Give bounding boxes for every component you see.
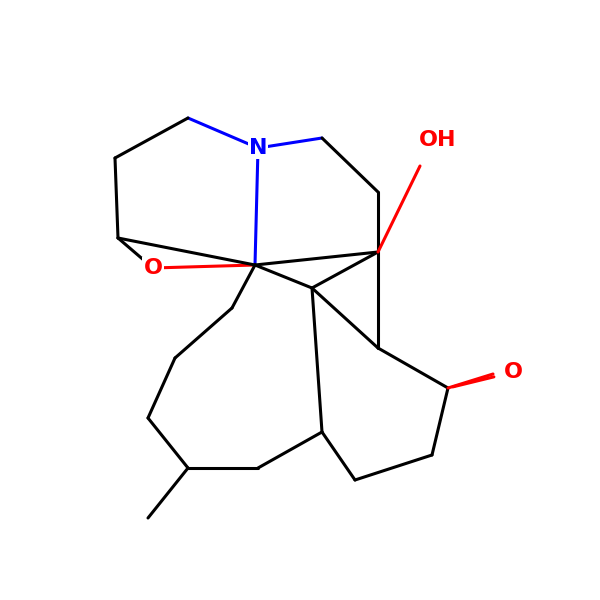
Text: O: O: [503, 362, 523, 382]
Text: OH: OH: [419, 130, 457, 150]
Text: N: N: [249, 138, 267, 158]
Text: O: O: [143, 258, 163, 278]
